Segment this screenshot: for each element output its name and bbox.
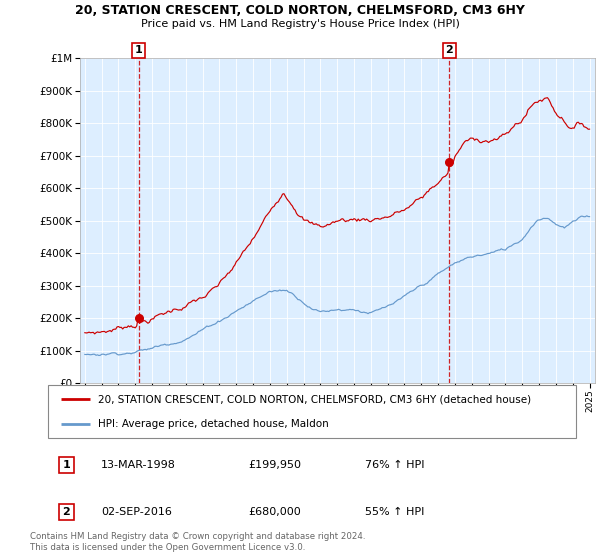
Text: £680,000: £680,000: [248, 507, 301, 517]
Text: 13-MAR-1998: 13-MAR-1998: [101, 460, 176, 470]
Text: £199,950: £199,950: [248, 460, 302, 470]
Text: HPI: Average price, detached house, Maldon: HPI: Average price, detached house, Mald…: [98, 418, 329, 428]
Text: 2: 2: [62, 507, 70, 517]
Text: 2: 2: [446, 45, 453, 55]
Text: 1: 1: [62, 460, 70, 470]
Text: 1: 1: [135, 45, 143, 55]
Text: Price paid vs. HM Land Registry's House Price Index (HPI): Price paid vs. HM Land Registry's House …: [140, 19, 460, 29]
FancyBboxPatch shape: [48, 385, 576, 438]
Text: 02-SEP-2016: 02-SEP-2016: [101, 507, 172, 517]
Text: 76% ↑ HPI: 76% ↑ HPI: [365, 460, 424, 470]
Text: 20, STATION CRESCENT, COLD NORTON, CHELMSFORD, CM3 6HY: 20, STATION CRESCENT, COLD NORTON, CHELM…: [75, 4, 525, 17]
Text: Contains HM Land Registry data © Crown copyright and database right 2024.
This d: Contains HM Land Registry data © Crown c…: [30, 532, 365, 552]
Text: 55% ↑ HPI: 55% ↑ HPI: [365, 507, 424, 517]
Text: 20, STATION CRESCENT, COLD NORTON, CHELMSFORD, CM3 6HY (detached house): 20, STATION CRESCENT, COLD NORTON, CHELM…: [98, 394, 531, 404]
